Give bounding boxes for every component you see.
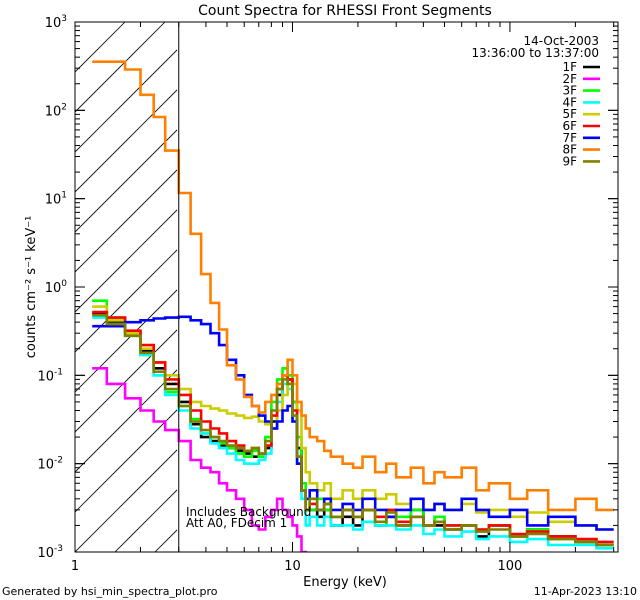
legend-header-line: 14-Oct-2003: [523, 34, 599, 48]
hatch-line: [75, 49, 177, 153]
hatch-line: [395, 22, 640, 552]
legend-header-line: 13:36:00 to 13:37:00: [472, 46, 599, 60]
hatch-line: [75, 209, 177, 313]
plot-frame: [74, 21, 619, 553]
y-tick-label: 102: [45, 102, 67, 119]
y-tick-base: 10: [37, 546, 54, 561]
hatch-line: [75, 329, 177, 433]
annotation-background: Includes Background: [186, 505, 311, 519]
y-tick-label: 10-2: [37, 456, 63, 473]
hatch-line: [75, 409, 177, 513]
y-tick-label: 10-1: [37, 367, 63, 384]
x-tick-label: 10: [284, 559, 301, 574]
y-tick-exponent: 0: [61, 279, 67, 289]
y-tick-base: 10: [45, 16, 62, 31]
legend-label-3F: 3F: [562, 84, 577, 98]
footer-timestamp: 11-Apr-2023 13:10: [534, 585, 637, 598]
x-tick-label: 1: [71, 559, 79, 574]
y-tick-exponent: 2: [61, 102, 67, 112]
attenuator-hatch: [75, 22, 640, 552]
legend-label-7F: 7F: [562, 131, 577, 145]
x-axis-label: Energy (keV): [303, 575, 387, 590]
y-tick-base: 10: [45, 104, 62, 119]
series-line-8F: [92, 60, 614, 512]
y-tick-label: 103: [45, 14, 67, 31]
y-tick-exponent: -1: [54, 367, 63, 377]
y-tick-label: 101: [45, 191, 67, 208]
y-tick-label: 10-3: [37, 544, 63, 561]
legend-label-4F: 4F: [562, 95, 577, 109]
x-tick-label: 100: [498, 559, 523, 574]
series-group: [92, 60, 614, 552]
y-axis-label: counts cm⁻² s⁻¹ keV⁻¹: [24, 216, 39, 359]
y-tick-base: 10: [37, 458, 54, 473]
axis-ticks: [74, 21, 618, 553]
legend-label-5F: 5F: [562, 107, 577, 121]
hatch-line: [75, 249, 177, 353]
y-tick-base: 10: [45, 193, 62, 208]
y-tick-exponent: 1: [61, 191, 67, 201]
hatch-line: [75, 89, 177, 193]
legend-label-8F: 8F: [562, 143, 577, 157]
hatch-line: [515, 22, 640, 552]
y-tick-exponent: -2: [54, 456, 63, 466]
legend-label-9F: 9F: [562, 154, 577, 168]
y-tick-exponent: -3: [54, 544, 63, 554]
y-tick-base: 10: [37, 369, 54, 384]
series-line-9F: [92, 313, 614, 547]
footer-generated-by: Generated by hsi_min_spectra_plot.pro: [2, 585, 218, 598]
chart-title: Count Spectra for RHESSI Front Segments: [198, 3, 492, 19]
y-tick-base: 10: [45, 281, 62, 296]
legend-label-6F: 6F: [562, 119, 577, 133]
legend-label-1F: 1F: [562, 60, 577, 74]
y-tick-label: 100: [45, 279, 68, 296]
y-tick-exponent: 3: [61, 14, 67, 24]
legend-label-2F: 2F: [562, 72, 577, 86]
series-line-2F: [92, 367, 307, 552]
hatch-line: [75, 449, 177, 552]
annotation-attenuator: Att A0, FDecim 1: [186, 516, 287, 530]
